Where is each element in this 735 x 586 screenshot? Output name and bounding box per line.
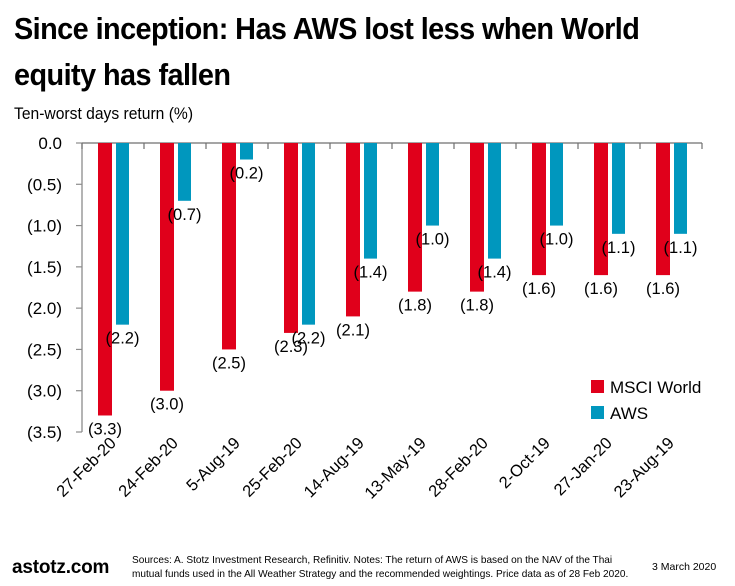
bars — [98, 143, 687, 416]
y-tick-label: (3.0) — [27, 382, 62, 401]
x-tick-label: 24-Feb-20 — [115, 434, 182, 501]
y-tick-label: (1.0) — [27, 217, 62, 236]
data-label-aws: (1.1) — [602, 239, 636, 257]
data-label-msci-world: (1.6) — [646, 280, 680, 298]
legend-swatch-aws — [591, 406, 604, 419]
legend-label-aws: AWS — [610, 404, 648, 423]
bar-msci-world — [222, 143, 236, 350]
y-tick-label: (2.0) — [27, 299, 62, 318]
legend-label-msci-world: MSCI World — [610, 378, 701, 397]
x-tick-label: 28-Feb-20 — [425, 434, 492, 501]
data-label-msci-world: (3.0) — [150, 396, 184, 414]
x-tick-label: 27-Feb-20 — [53, 434, 120, 501]
x-tick-label: 13-May-19 — [361, 434, 430, 503]
y-tick-label: 0.0 — [38, 134, 62, 153]
data-label-msci-world: (2.5) — [212, 354, 246, 372]
data-label-aws: (1.0) — [540, 231, 574, 249]
data-label-msci-world: (1.6) — [584, 280, 618, 298]
y-axis-title: Ten-worst days return (%) — [14, 104, 194, 123]
data-label-aws: (1.0) — [416, 231, 450, 249]
x-axis — [81, 142, 703, 149]
x-tick-label: 27-Jan-20 — [551, 434, 616, 499]
bar-aws — [674, 143, 687, 234]
bar-msci-world — [408, 143, 422, 292]
bar-msci-world — [594, 143, 608, 276]
data-label-aws: (0.2) — [230, 165, 264, 183]
data-label-aws: (1.1) — [664, 239, 698, 257]
data-label-msci-world: (3.3) — [88, 420, 122, 438]
legend: MSCI World AWS — [591, 378, 701, 423]
brand-logo: astotz.com — [12, 557, 110, 578]
bar-msci-world — [656, 143, 670, 276]
bar-aws — [240, 143, 253, 160]
data-label-aws: (1.4) — [478, 264, 512, 282]
data-label-msci-world: (1.6) — [522, 280, 556, 298]
y-axis: 0.0 (0.5) (1.0) (1.5) (2.0) (2.5) (3.0) (3.5) — [27, 134, 83, 442]
bar-aws — [612, 143, 625, 234]
chart-title: Since inception: Has AWS lost less when … — [14, 11, 640, 92]
x-tick-label: 23-Aug-19 — [611, 434, 678, 501]
bar-msci-world — [470, 143, 484, 292]
y-tick-label: (3.5) — [27, 423, 62, 442]
bar-aws — [550, 143, 563, 226]
bar-msci-world — [346, 143, 360, 317]
y-tick-label: (1.5) — [27, 258, 62, 277]
y-tick-label: (2.5) — [27, 340, 62, 359]
x-tick-label: 5-Aug-19 — [183, 434, 244, 495]
publish-date: 3 March 2020 — [652, 561, 717, 573]
data-label-aws: (0.7) — [168, 206, 202, 224]
data-label-msci-world: (2.1) — [336, 321, 370, 339]
data-label-aws: (2.2) — [292, 330, 326, 348]
data-label-msci-world: (1.8) — [398, 297, 432, 315]
bar-aws — [302, 143, 315, 325]
bar-msci-world — [532, 143, 546, 276]
bar-aws — [178, 143, 191, 201]
bar-msci-world — [284, 143, 298, 333]
y-tick-label: (0.5) — [27, 175, 62, 194]
x-tick-label: 14-Aug-19 — [301, 434, 368, 501]
data-label-aws: (2.2) — [106, 330, 140, 348]
source-notes: Sources: A. Stotz Investment Research, R… — [132, 554, 629, 580]
data-label-aws: (1.4) — [354, 264, 388, 282]
legend-swatch-msci-world — [591, 380, 604, 393]
data-label-msci-world: (1.8) — [460, 297, 494, 315]
bar-aws — [488, 143, 501, 259]
x-tick-label: 25-Feb-20 — [239, 434, 306, 501]
data-label-msci-world: (2.3) — [274, 338, 308, 356]
bar-msci-world — [160, 143, 174, 391]
bar-aws — [364, 143, 377, 259]
data-labels: (3.3) (3.0) (2.5) (2.3) (2.1) (1.8) (1.8) (1.6)… — [88, 165, 697, 439]
bar-msci-world — [98, 143, 112, 416]
bar-aws — [426, 143, 439, 226]
bar-aws — [116, 143, 129, 325]
x-tick-label: 2-Oct-19 — [496, 434, 554, 492]
